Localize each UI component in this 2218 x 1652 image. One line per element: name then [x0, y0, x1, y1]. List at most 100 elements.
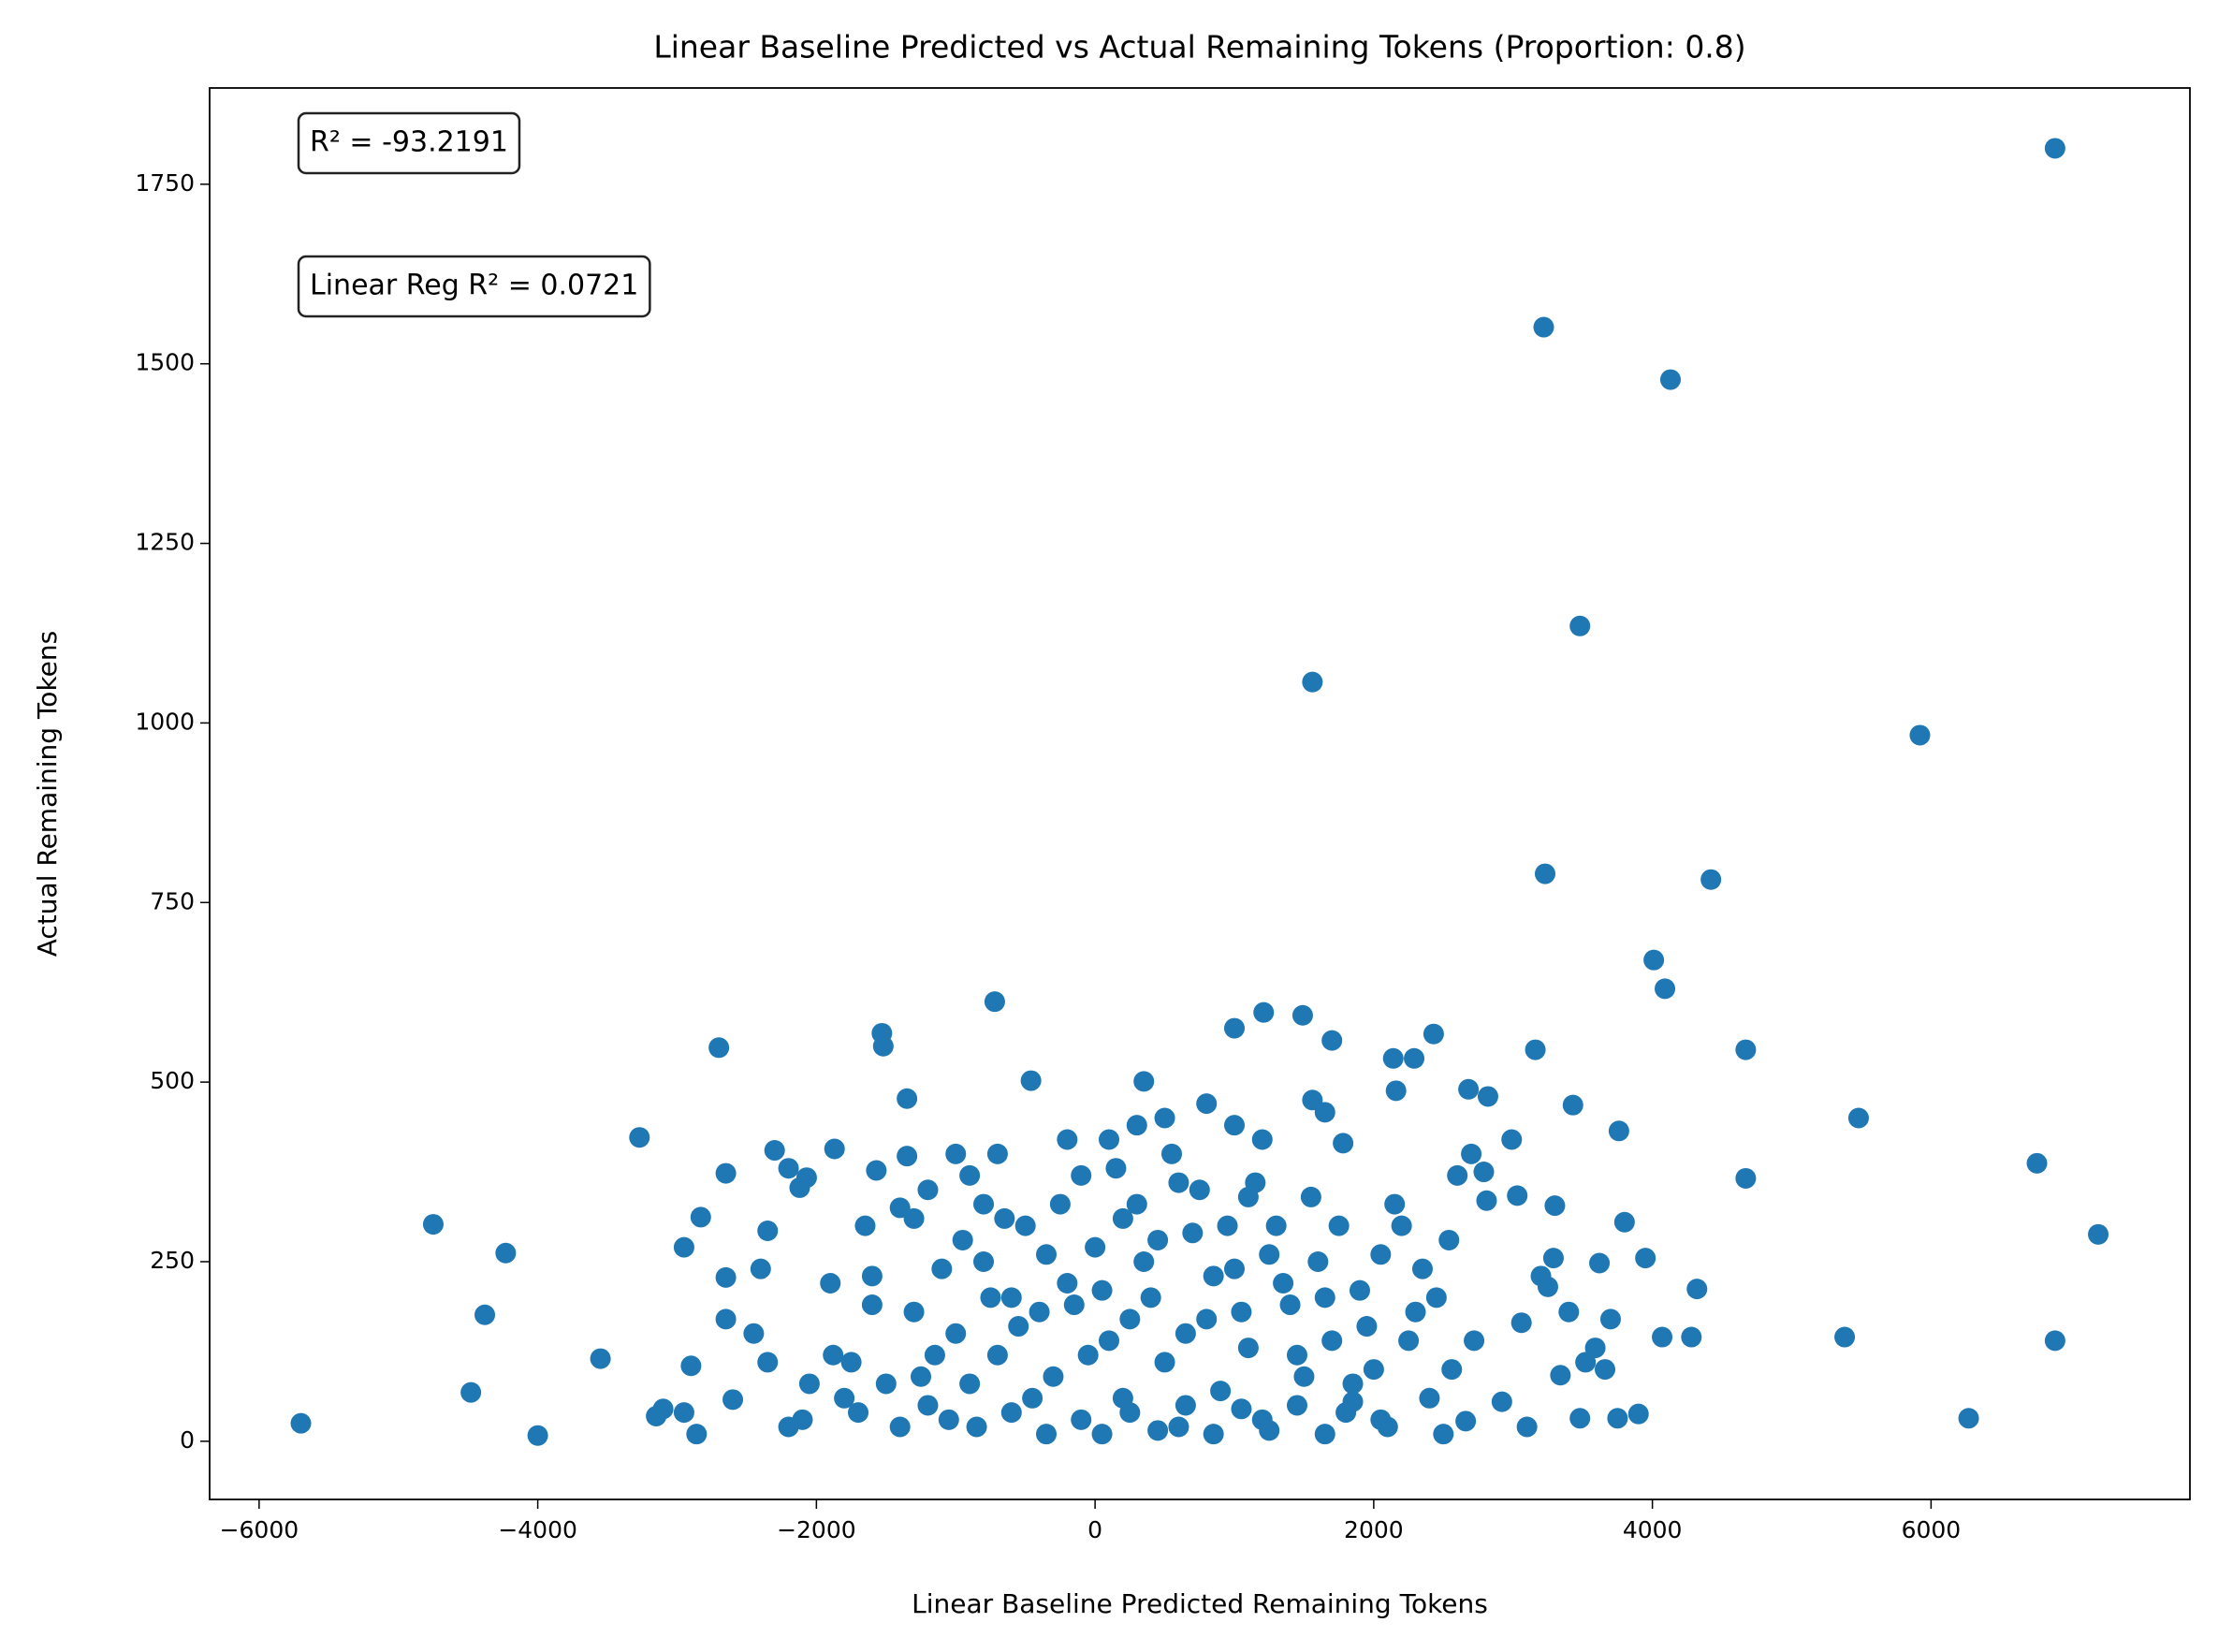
point	[1958, 1408, 1979, 1429]
point	[1286, 1344, 1307, 1366]
point	[897, 1088, 918, 1109]
point	[959, 1164, 981, 1186]
point	[673, 1236, 694, 1258]
point	[690, 1206, 711, 1228]
point	[1525, 1039, 1546, 1060]
y-tick-label: 750	[150, 887, 195, 914]
point	[795, 1167, 817, 1189]
point	[680, 1355, 702, 1377]
point	[1507, 1185, 1528, 1206]
annotation-text: Linear Reg R² = 0.0721	[310, 270, 638, 302]
point	[861, 1294, 883, 1316]
point	[1476, 1190, 1497, 1211]
point	[1700, 869, 1722, 890]
point	[1085, 1236, 1106, 1258]
x-tick-label: −2000	[777, 1516, 856, 1543]
point	[1501, 1129, 1523, 1150]
point	[1147, 1420, 1169, 1441]
point	[1423, 1023, 1444, 1045]
point	[1203, 1424, 1224, 1445]
point	[1516, 1416, 1538, 1438]
point	[778, 1158, 799, 1179]
y-tick-label: 1250	[135, 529, 195, 556]
point	[1441, 1359, 1463, 1381]
point	[1286, 1395, 1307, 1416]
point	[1643, 949, 1665, 971]
point	[924, 1344, 945, 1366]
point	[1607, 1408, 1628, 1429]
point	[973, 1193, 995, 1215]
point	[1057, 1129, 1078, 1150]
point	[1385, 1080, 1407, 1102]
point	[1223, 1017, 1245, 1039]
point	[1119, 1308, 1141, 1330]
point	[1370, 1409, 1392, 1430]
point	[1455, 1411, 1477, 1432]
point	[1293, 1366, 1315, 1387]
point	[1259, 1244, 1280, 1265]
point	[750, 1258, 771, 1279]
point	[1036, 1424, 1058, 1445]
point	[1370, 1244, 1392, 1265]
point	[1314, 1102, 1335, 1123]
annotation-text: R² = -93.2191	[310, 126, 508, 159]
point	[840, 1352, 862, 1373]
point	[959, 1373, 981, 1395]
point	[1681, 1326, 1702, 1348]
point	[1112, 1207, 1133, 1229]
point	[1000, 1287, 1022, 1308]
point	[1599, 1308, 1621, 1330]
y-tick-label: 0	[180, 1426, 195, 1454]
point	[1175, 1395, 1196, 1416]
annotation-box	[297, 111, 521, 175]
point	[1447, 1164, 1468, 1186]
point	[1314, 1287, 1335, 1308]
point	[848, 1402, 869, 1424]
point	[1659, 369, 1681, 390]
point	[1126, 1193, 1147, 1215]
point	[422, 1214, 444, 1235]
point	[1333, 1133, 1354, 1154]
point	[938, 1409, 959, 1430]
point	[945, 1323, 967, 1344]
point	[1384, 1193, 1406, 1215]
point	[1077, 1344, 1099, 1366]
annotation: R² = -93.2191	[297, 111, 521, 175]
point	[1091, 1279, 1113, 1301]
annotation-box	[297, 255, 651, 318]
point	[1391, 1215, 1412, 1236]
point	[1398, 1330, 1420, 1352]
point	[743, 1323, 765, 1344]
point	[708, 1037, 730, 1059]
x-tick-label: 2000	[1344, 1516, 1404, 1543]
point	[1589, 1252, 1611, 1274]
point	[854, 1215, 876, 1236]
point	[889, 1197, 911, 1219]
point	[1231, 1301, 1252, 1323]
point	[824, 1138, 845, 1160]
point	[1342, 1391, 1364, 1412]
point	[1321, 1030, 1343, 1051]
point	[1175, 1323, 1196, 1344]
point	[931, 1258, 953, 1279]
chart-title: Linear Baseline Predicted vs Actual Rema…	[653, 29, 1745, 66]
point	[1847, 1107, 1869, 1129]
point	[966, 1416, 987, 1438]
point	[1071, 1409, 1092, 1430]
point	[1231, 1398, 1252, 1420]
point	[1834, 1326, 1856, 1348]
point	[1291, 1004, 1313, 1026]
point	[1022, 1387, 1043, 1409]
point	[1063, 1294, 1085, 1316]
point	[1223, 1258, 1245, 1279]
point	[1405, 1301, 1426, 1323]
point	[1140, 1287, 1161, 1308]
point	[1575, 1352, 1597, 1373]
point	[590, 1348, 611, 1369]
point	[1253, 1001, 1275, 1023]
x-tick-label: −4000	[498, 1516, 577, 1543]
annotation: Linear Reg R² = 0.0721	[297, 255, 651, 318]
point	[715, 1162, 737, 1184]
point	[1404, 1047, 1425, 1069]
